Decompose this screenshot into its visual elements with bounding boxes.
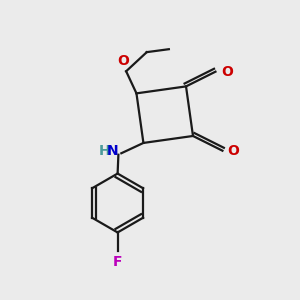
Text: H: H (98, 144, 110, 158)
Text: O: O (117, 54, 129, 68)
Text: F: F (113, 255, 122, 269)
Text: O: O (228, 144, 240, 158)
Text: O: O (221, 65, 232, 79)
Text: N: N (107, 144, 118, 158)
